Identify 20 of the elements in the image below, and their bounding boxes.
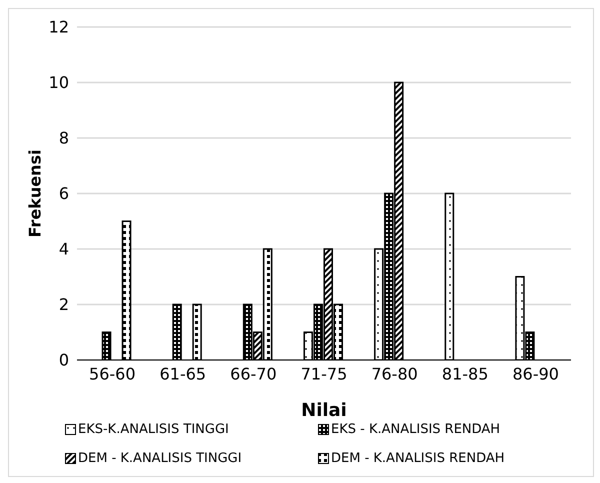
legend-label: DEM - K.ANALISIS RENDAH [331,451,505,466]
y-tick-label: 12 [48,18,69,37]
x-tick-label: 76-80 [371,364,418,384]
x-tick-label: 61-65 [160,364,206,384]
x-tick-label: 56-60 [89,364,136,384]
x-tick-label: 71-75 [300,364,348,384]
legend-label: EKS - K.ANALISIS RENDAH [331,422,500,437]
x-tick-label: 86-90 [512,364,559,384]
y-tick-label: 8 [58,128,69,148]
legend-label: EKS-K.ANALISIS TINGGI [78,422,229,437]
y-tick-label: 4 [58,240,69,259]
y-tick-label: 2 [58,295,69,314]
y-axis-title: Frekuensi [26,150,45,238]
y-tick-label: 6 [58,184,69,204]
x-tick-label: 66-70 [230,364,277,384]
legend-label: DEM - K.ANALISIS TINGGI [78,451,242,466]
x-tick-label: 81-85 [442,364,488,384]
x-axis-title: Nilai [301,400,347,421]
y-tick-label: 0 [58,350,69,370]
y-tick-label: 10 [48,73,69,92]
